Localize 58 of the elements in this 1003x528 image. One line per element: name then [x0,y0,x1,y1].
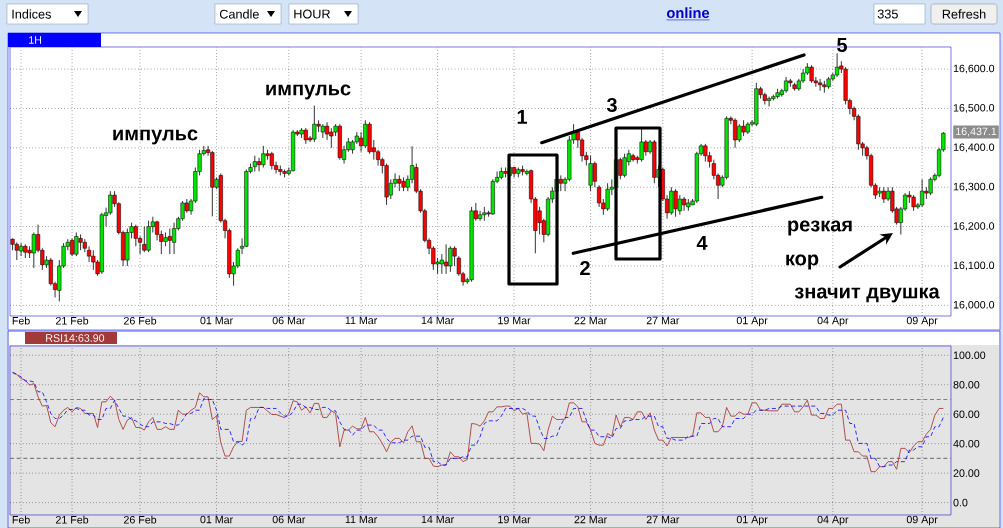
annotation: 1 [517,110,527,124]
x-tick-label: 01 Apr [736,316,768,327]
x-tick-label: 04 Apr [817,316,849,327]
y-tick-label: 20.00 [953,469,980,477]
x-tick-label: 11 Mar [345,316,378,325]
x-tick-label: Feb [12,515,30,524]
text: 335 [877,9,898,19]
text: Refresh [942,9,986,19]
x-tick-label: 19 Mar [498,515,531,524]
text: 16,437.1 [956,127,997,137]
y-tick-label: 16,400.0 [953,143,995,153]
x-tick-label: 22 Mar [574,515,607,524]
y-tick-label: 40.00 [953,439,980,448]
chart-title: 1H [29,36,42,44]
x-tick-label: 14 Mar [421,316,454,325]
y-tick-label: 60.00 [953,410,980,418]
text: Indices [12,9,51,19]
x-tick-label: 09 Apr [906,316,938,327]
text: Candle [219,9,259,19]
x-tick-label: 01 Mar [200,316,233,325]
annotation: импульс [113,129,198,145]
text: online [666,7,710,19]
y-tick-label: 16,200.0 [953,222,995,231]
y-tick-label: 16,600.0 [953,64,995,74]
x-tick-label: 09 Apr [906,515,938,526]
annotation: импульс [266,84,351,100]
x-tick-label: 27 Mar [646,316,680,325]
y-tick-label: 0.0 [953,498,968,507]
annotation: кор [786,254,819,270]
x-tick-label: 01 Mar [200,515,233,524]
annotation: 4 [696,236,708,250]
y-tick-label: 16,000.0 [953,300,995,310]
x-tick-label: 11 Mar [345,515,378,524]
y-tick-label: 16,100.0 [953,261,995,271]
annotation: 3 [606,97,617,113]
annotation: резкая [788,220,852,236]
x-tick-label: 21 Feb [56,316,89,325]
x-tick-label: 27 Mar [646,515,680,524]
x-tick-label: 26 Feb [124,515,157,524]
x-tick-label: 06 Mar [272,316,306,325]
y-tick-label: 80.00 [953,380,980,389]
x-tick-label: 01 Apr [736,515,768,526]
chart-title: RSI14:63.90 [46,334,105,342]
x-tick-label: 14 Mar [421,515,454,524]
annotation: значит двушка [794,287,940,303]
x-tick-label: 04 Apr [817,515,849,526]
x-tick-label: 22 Mar [574,316,607,325]
x-tick-label: Feb [12,316,30,325]
y-tick-label: 16,500.0 [953,104,995,113]
text: HOUR [294,9,330,19]
x-tick-label: 26 Feb [124,316,157,325]
y-tick-label: 16,300.0 [953,182,995,192]
y-tick-label: 100.00 [953,351,986,360]
x-tick-label: 06 Mar [272,515,306,524]
x-tick-label: 19 Mar [498,316,531,325]
annotation: 5 [837,38,847,52]
annotation: 2 [580,261,590,275]
x-tick-label: 21 Feb [56,515,89,524]
